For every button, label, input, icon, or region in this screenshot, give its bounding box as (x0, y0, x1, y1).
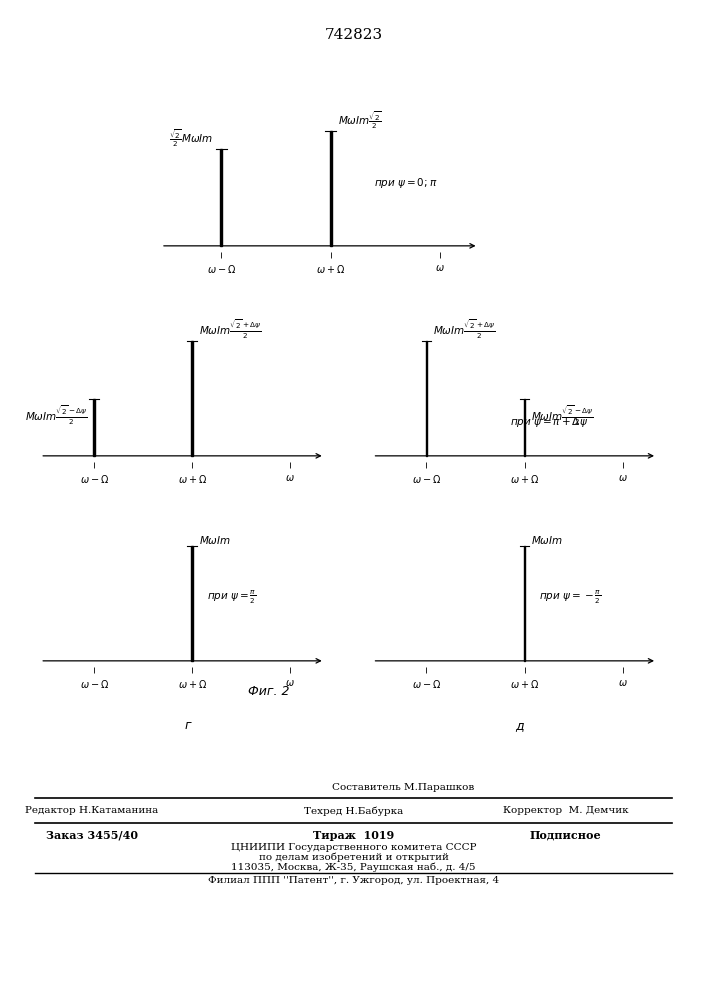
Bar (524, 546, 525, 661)
Text: ЦНИИПИ Государственного комитета СССР: ЦНИИПИ Государственного комитета СССР (230, 843, 477, 852)
Text: 113035, Москва, Ж-35, Раушская наб., д. 4/5: 113035, Москва, Ж-35, Раушская наб., д. … (231, 863, 476, 872)
Text: Составитель М.Парашков: Составитель М.Парашков (332, 783, 474, 792)
Text: в: в (516, 514, 523, 527)
Text: Подписное: Подписное (530, 830, 602, 841)
Text: 742823: 742823 (325, 28, 382, 42)
Text: при $\psi=\frac{\pi}{2}$: при $\psi=\frac{\pi}{2}$ (207, 589, 257, 606)
Text: Редактор Н.Катаманина: Редактор Н.Катаманина (25, 806, 158, 815)
Text: Филиал ППП ''Патент'', г. Ужгород, ул. Проектная, 4: Филиал ППП ''Патент'', г. Ужгород, ул. П… (208, 876, 499, 885)
Text: Заказ 3455/40: Заказ 3455/40 (46, 830, 138, 841)
Bar (221, 149, 222, 246)
Text: Фиг. 2: Фиг. 2 (248, 685, 289, 698)
Text: $M\omega Im\frac{\sqrt{2}+\Delta\psi}{2}$: $M\omega Im\frac{\sqrt{2}+\Delta\psi}{2}… (433, 318, 496, 341)
Text: при $\psi=0; \pi$: при $\psi=0; \pi$ (375, 176, 438, 190)
Bar (329, 131, 332, 246)
Text: д: д (515, 719, 524, 732)
Bar (192, 341, 193, 456)
Text: г: г (184, 719, 191, 732)
Bar (426, 341, 427, 456)
Text: Техред Н.Бабурка: Техред Н.Бабурка (304, 806, 403, 816)
Text: Тираж  1019: Тираж 1019 (313, 830, 394, 841)
Text: $M\omega Im\frac{\sqrt{2}-\Delta\psi}{2}$: $M\omega Im\frac{\sqrt{2}-\Delta\psi}{2}… (532, 404, 594, 427)
Text: $M\omega Im$: $M\omega Im$ (199, 534, 231, 546)
Text: $\frac{\sqrt{2}}{2}M\omega Im$: $\frac{\sqrt{2}}{2}M\omega Im$ (169, 127, 214, 149)
Text: $M\omega Im$: $M\omega Im$ (532, 534, 563, 546)
Text: $M\omega Im\frac{\sqrt{2}}{2}$: $M\omega Im\frac{\sqrt{2}}{2}$ (339, 110, 382, 131)
Text: а: а (322, 304, 329, 317)
Text: при $\psi=\pi+\Delta\psi$: при $\psi=\pi+\Delta\psi$ (510, 415, 588, 429)
Text: по делам изобретений и открытий: по делам изобретений и открытий (259, 853, 448, 862)
Text: $M\omega Im\frac{\sqrt{2}-\Delta\psi}{2}$: $M\omega Im\frac{\sqrt{2}-\Delta\psi}{2}… (25, 404, 88, 427)
Bar (192, 546, 193, 661)
Text: Корректор  М. Демчик: Корректор М. Демчик (503, 806, 629, 815)
Bar (524, 399, 525, 456)
Text: б: б (184, 514, 191, 527)
Bar (93, 399, 95, 456)
Text: при $\psi=-\frac{\pi}{2}$: при $\psi=-\frac{\pi}{2}$ (539, 589, 602, 606)
Text: $M\omega Im\frac{\sqrt{2}+\Delta\psi}{2}$: $M\omega Im\frac{\sqrt{2}+\Delta\psi}{2}… (199, 318, 262, 341)
